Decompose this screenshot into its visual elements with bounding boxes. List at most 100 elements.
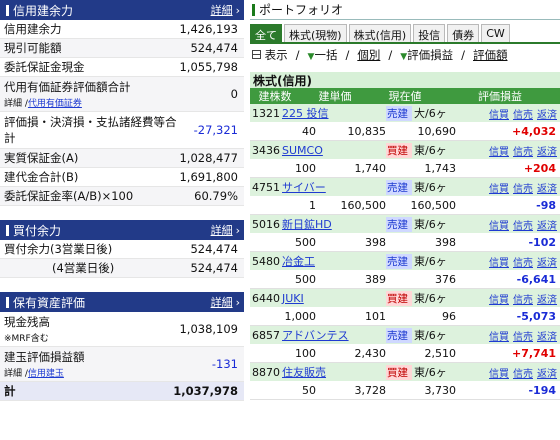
buying-section-header: 買付余力 詳細 › xyxy=(0,220,244,240)
buying-row: (4営業日後) 524,474 xyxy=(0,259,244,278)
stock-code: 6857 xyxy=(252,328,280,342)
credit-row: 代用有価証券評価額合計 詳細 /代用有価証券 0 xyxy=(0,77,244,112)
margin-buy-link[interactable]: 信買 xyxy=(489,257,509,269)
buying-detail-link[interactable]: 詳細 › xyxy=(210,224,240,237)
unit-price: 160,500 xyxy=(340,198,387,212)
current-price: 398 xyxy=(435,235,456,249)
position-row-head: 3436 SUMCO 買建 東/6ヶ 信買 信売 返済 xyxy=(250,141,560,159)
table-header: 建株数 建単価 現在値 評価損益 xyxy=(250,88,560,104)
quantity: 500 xyxy=(295,272,316,286)
position-row-head: 5480 冶金工 売建 東/6ヶ 信買 信売 返済 xyxy=(250,252,560,270)
portfolio-panel: ポートフォリオ 全て 株式(現物) 株式(信用) 投信 債券 CW 表示 / ▼… xyxy=(250,0,560,400)
holdings-detail-link[interactable]: 詳細 › xyxy=(210,296,240,309)
quantity: 1 xyxy=(309,198,316,212)
credit-detail-link[interactable]: 詳細 › xyxy=(210,4,240,17)
position-side-badge: 買建 xyxy=(386,290,412,306)
position-row-values: 1,000 101 96 -5,073 xyxy=(250,307,560,325)
position-list: 1321 225 投信 売建 大/6ヶ 信買 信売 返済 40 10,835 10,690 +4,0… xyxy=(250,104,560,400)
individual-view[interactable]: 個別 xyxy=(357,48,381,62)
credit-section-header: 信用建余力 詳細 › xyxy=(0,0,244,20)
stock-code: 3436 xyxy=(252,143,280,157)
profit-loss: +7,741 xyxy=(511,346,556,360)
stock-code: 5016 xyxy=(252,217,280,231)
tab-cw[interactable]: CW xyxy=(481,24,510,42)
tab-funds[interactable]: 投信 xyxy=(413,24,446,42)
position-side-badge: 売建 xyxy=(386,105,412,121)
stock-name-link[interactable]: 冶金工 xyxy=(282,255,315,268)
section-label: 株式(信用) xyxy=(250,72,560,88)
buying-title: 買付余力 xyxy=(13,223,62,238)
margin-sell-link[interactable]: 信売 xyxy=(513,146,533,158)
repay-link[interactable]: 返済 xyxy=(537,109,557,121)
credit-row: 実質保証金(A) 1,028,477 xyxy=(0,149,244,168)
margin-buy-link[interactable]: 信買 xyxy=(489,109,509,121)
stock-name-link[interactable]: SUMCO xyxy=(282,143,323,157)
holdings-row: 現金残高 ※MRF含む 1,038,109 xyxy=(0,312,244,347)
repay-link[interactable]: 返済 xyxy=(537,368,557,380)
market-term: 東/6ヶ xyxy=(414,292,447,305)
table-row: 6440 JUKI 買建 東/6ヶ 信買 信売 返済 1,000 101 96 -5,073 xyxy=(250,289,560,326)
margin-sell-link[interactable]: 信売 xyxy=(513,368,533,380)
current-price: 2,510 xyxy=(424,346,457,360)
margin-sell-link[interactable]: 信売 xyxy=(513,294,533,306)
position-side-badge: 売建 xyxy=(386,253,412,269)
position-row-values: 1 160,500 160,500 -98 xyxy=(250,196,560,214)
list-icon xyxy=(252,50,261,59)
buying-row: 買付余力(3営業日後) 524,474 xyxy=(0,240,244,259)
bulk-view[interactable]: ▼一括 xyxy=(307,48,338,62)
stock-name-link[interactable]: 225 投信 xyxy=(282,107,329,120)
credit-row: 現引可能額 524,474 xyxy=(0,39,244,58)
position-side-badge: 売建 xyxy=(386,179,412,195)
repay-link[interactable]: 返済 xyxy=(537,183,557,195)
tab-stock-margin[interactable]: 株式(信用) xyxy=(348,24,412,42)
repay-link[interactable]: 返済 xyxy=(537,331,557,343)
profit-loss: -5,073 xyxy=(516,309,556,323)
margin-sell-link[interactable]: 信売 xyxy=(513,220,533,232)
margin-positions-link[interactable]: 信用建玉 xyxy=(27,369,64,379)
credit-row: 評価損・決済損・支払諸経費等合計 -27,321 xyxy=(0,112,244,149)
substitute-securities-link[interactable]: 代用有価証券 xyxy=(27,99,82,109)
stock-name-link[interactable]: 新日鉱HD xyxy=(282,218,332,231)
margin-buy-link[interactable]: 信買 xyxy=(489,183,509,195)
margin-buy-link[interactable]: 信買 xyxy=(489,368,509,380)
stock-name-link[interactable]: アドバンテス xyxy=(282,329,349,342)
current-price: 376 xyxy=(435,272,456,286)
profit-loss: -98 xyxy=(536,198,556,212)
table-row: 3436 SUMCO 買建 東/6ヶ 信買 信売 返済 100 1,740 1,743 +204 xyxy=(250,141,560,178)
portfolio-title: ポートフォリオ xyxy=(250,0,560,20)
tab-bonds[interactable]: 債券 xyxy=(447,24,480,42)
unit-price: 389 xyxy=(365,272,386,286)
margin-buy-link[interactable]: 信買 xyxy=(489,331,509,343)
stock-name-link[interactable]: JUKI xyxy=(282,291,304,305)
square-icon xyxy=(6,224,9,236)
repay-link[interactable]: 返済 xyxy=(537,146,557,158)
profit-loss: -102 xyxy=(528,235,556,249)
unit-price: 398 xyxy=(365,235,386,249)
repay-link[interactable]: 返済 xyxy=(537,294,557,306)
eval-pl-sort[interactable]: ▼評価損益 xyxy=(400,48,454,62)
stock-name-link[interactable]: 住友販売 xyxy=(282,366,326,379)
position-row-head: 5016 新日鉱HD 売建 東/6ヶ 信買 信売 返済 xyxy=(250,215,560,233)
margin-sell-link[interactable]: 信売 xyxy=(513,257,533,269)
chevron-right-icon: › xyxy=(235,224,240,237)
repay-link[interactable]: 返済 xyxy=(537,257,557,269)
margin-buy-link[interactable]: 信買 xyxy=(489,294,509,306)
margin-sell-link[interactable]: 信売 xyxy=(513,183,533,195)
margin-sell-link[interactable]: 信売 xyxy=(513,331,533,343)
stock-code: 6440 xyxy=(252,291,280,305)
position-row-head: 6440 JUKI 買建 東/6ヶ 信買 信売 返済 xyxy=(250,289,560,307)
repay-link[interactable]: 返済 xyxy=(537,220,557,232)
margin-sell-link[interactable]: 信売 xyxy=(513,109,533,121)
credit-title: 信用建余力 xyxy=(13,3,74,18)
stock-name-link[interactable]: サイバー xyxy=(282,181,326,194)
quantity: 50 xyxy=(302,383,316,397)
bar-icon xyxy=(252,3,255,16)
tab-stock-cash[interactable]: 株式(現物) xyxy=(284,24,347,42)
tab-all[interactable]: 全て xyxy=(250,24,282,42)
margin-buy-link[interactable]: 信買 xyxy=(489,220,509,232)
credit-row: 信用建余力 1,426,193 xyxy=(0,20,244,39)
display-toggle[interactable]: 表示 xyxy=(252,47,288,63)
eval-amount-sort[interactable]: 評価額 xyxy=(473,48,508,62)
portfolio-tabs: 全て 株式(現物) 株式(信用) 投信 債券 CW xyxy=(250,24,560,44)
margin-buy-link[interactable]: 信買 xyxy=(489,146,509,158)
